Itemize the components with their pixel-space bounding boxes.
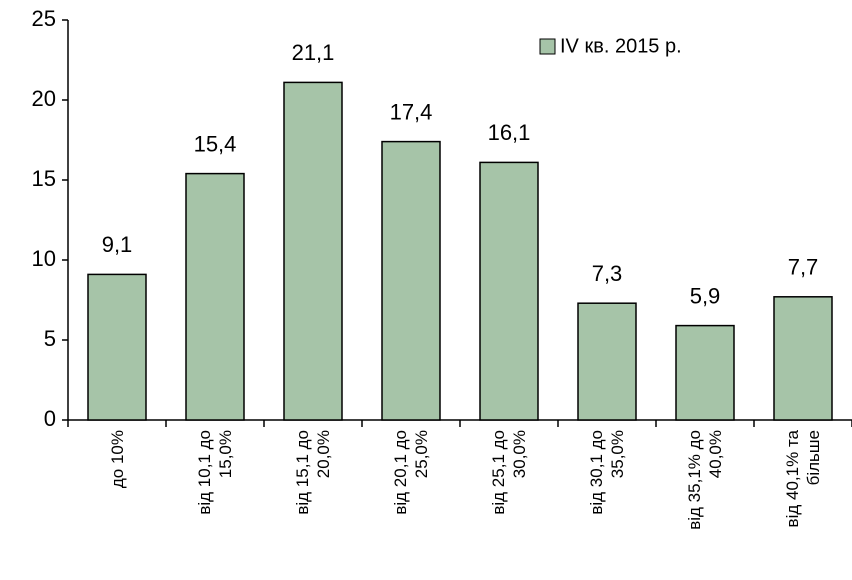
x-tick-label: від 25,1 до 30,0% — [489, 430, 529, 515]
x-tick-label: від 30,1 до 35,0% — [587, 430, 627, 515]
bar — [185, 172, 245, 421]
value-label: 16,1 — [488, 120, 531, 145]
y-tick-label: 20 — [32, 86, 56, 111]
y-tick-label: 5 — [44, 326, 56, 351]
value-label: 5,9 — [690, 283, 721, 308]
value-label: 21,1 — [292, 40, 335, 65]
x-tick-label: від 15,1 до 20,0% — [293, 430, 333, 515]
legend-swatch — [539, 38, 556, 55]
y-tick-label: 0 — [44, 406, 56, 431]
bar — [479, 161, 539, 421]
bar — [675, 324, 735, 421]
y-tick-label: 15 — [32, 166, 56, 191]
value-label: 15,4 — [194, 131, 237, 156]
x-tick-label: від 40,1% та більше — [783, 430, 823, 528]
value-label: 7,7 — [788, 255, 819, 280]
y-tick-label: 25 — [32, 6, 56, 31]
value-label: 7,3 — [592, 261, 623, 286]
x-tick-label: від 35,1% до 40,0% — [685, 430, 725, 530]
bar — [283, 81, 343, 421]
x-tick-label: до 10% — [107, 430, 127, 489]
x-tick-label: від 10,1 до 15,0% — [195, 430, 235, 515]
x-tick-label: від 20,1 до 25,0% — [391, 430, 431, 515]
legend-label: IV кв. 2015 р. — [560, 35, 682, 57]
value-label: 17,4 — [390, 99, 433, 124]
bar — [381, 140, 441, 421]
bar — [87, 273, 147, 421]
y-tick-label: 10 — [32, 246, 56, 271]
bar — [773, 296, 833, 421]
bar — [577, 302, 637, 421]
value-label: 9,1 — [102, 232, 133, 257]
